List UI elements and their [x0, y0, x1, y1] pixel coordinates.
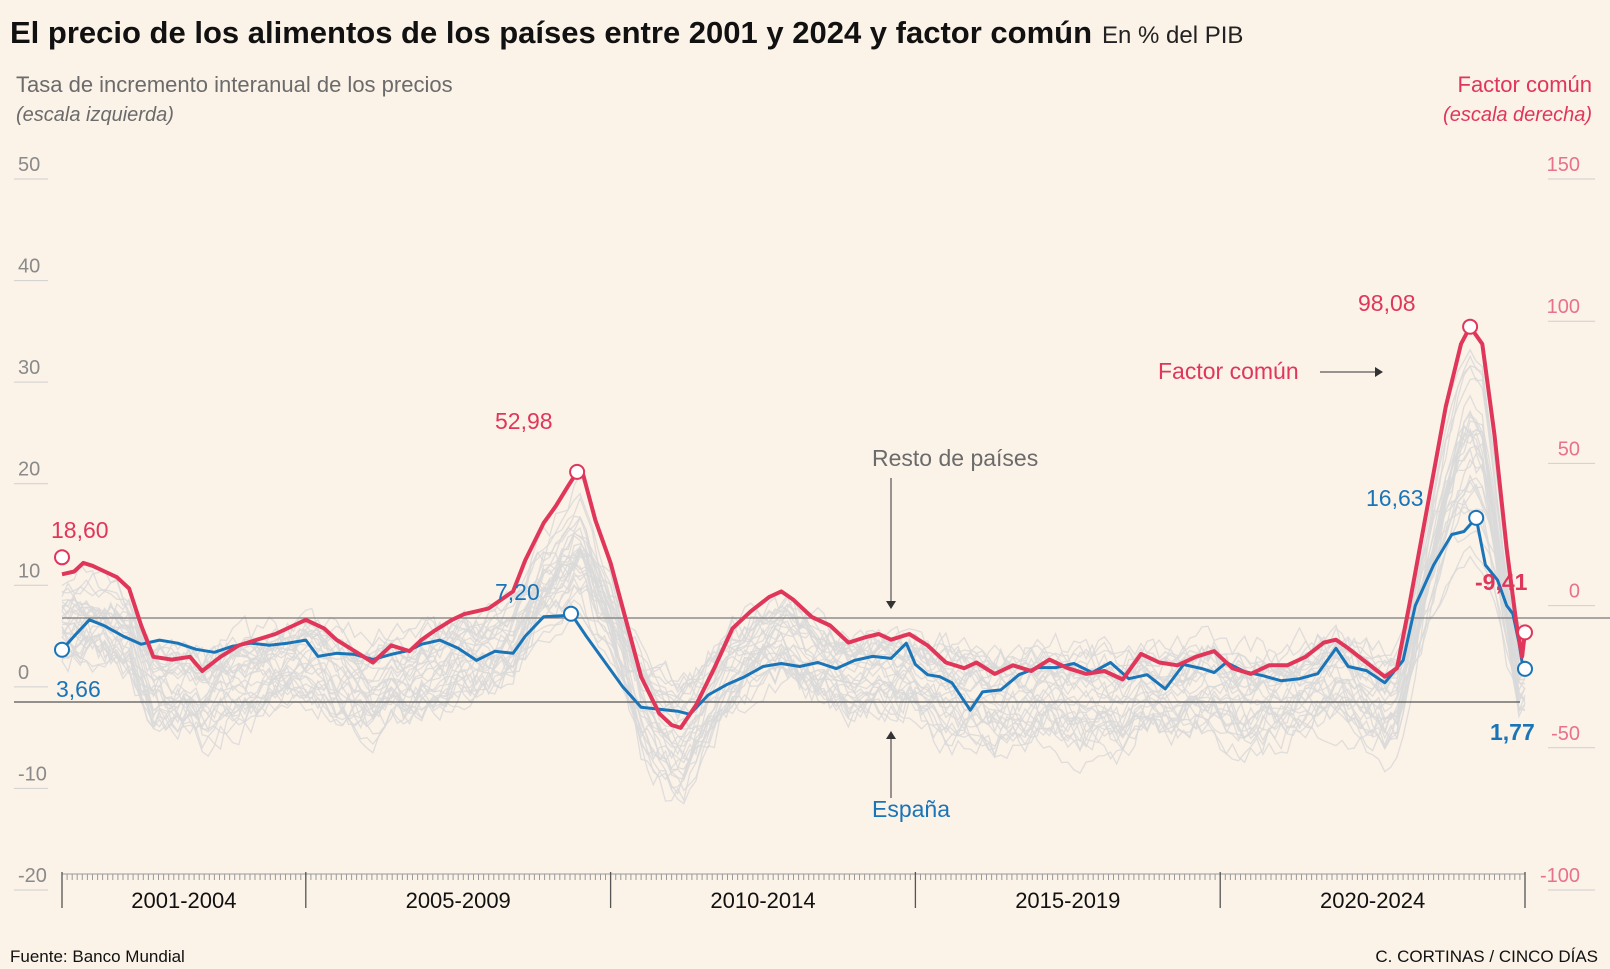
- label-red-start: 18,60: [51, 517, 109, 543]
- x-axis: 2001-2004 2005-2009 2010-2014 2015-2019 2020…: [61, 872, 1526, 913]
- right-tick-label: 150: [1547, 154, 1580, 176]
- resto-series-line: [61, 477, 1526, 704]
- chart-title: El precio de los alimentos de los países…: [10, 15, 1092, 50]
- left-axis-note: (escala izquierda): [16, 104, 174, 126]
- right-axis: 150 100 50 0 -50 -100: [1540, 154, 1595, 891]
- source-note: Fuente: Banco Mundial: [10, 947, 185, 966]
- annotation-factor-comun: Factor común: [1158, 358, 1299, 384]
- label-blue-end: 1,77: [1490, 719, 1535, 745]
- right-tick-label: -50: [1551, 723, 1580, 745]
- left-tick-label: -10: [18, 763, 47, 785]
- resto-series-line: [61, 365, 1526, 780]
- x-period-label: 2020-2024: [1320, 888, 1425, 913]
- credit-note: C. CORTINAS / CINCO DÍAS: [1375, 947, 1598, 966]
- resto-series-line: [61, 505, 1526, 695]
- resto-series-line: [61, 420, 1526, 802]
- right-tick-label: 50: [1558, 438, 1580, 460]
- resto-series-line: [61, 428, 1526, 765]
- left-tick-label: 0: [18, 662, 29, 684]
- resto-series-line: [61, 365, 1526, 795]
- label-blue-start: 3,66: [56, 676, 101, 702]
- left-tick-label: 50: [18, 154, 40, 176]
- label-red-end: -9,41: [1475, 569, 1528, 595]
- left-tick-label: 10: [18, 560, 40, 582]
- left-axis: 50 40 30 20 10 0 -10 -20: [14, 154, 48, 891]
- marker-blue-end: [1517, 660, 1533, 677]
- left-tick-label: 30: [18, 357, 40, 379]
- marker-blue-2008: [563, 605, 579, 622]
- left-tick-label: -20: [18, 865, 47, 887]
- label-blue-peak: 16,63: [1366, 485, 1424, 511]
- resto-series-line: [61, 451, 1526, 699]
- resto-series-line: [61, 354, 1526, 746]
- resto-series-line: [61, 424, 1526, 760]
- label-red-2008: 52,98: [495, 408, 553, 434]
- right-tick-label: -100: [1540, 865, 1580, 887]
- left-tick-label: 40: [18, 256, 40, 278]
- series-line-espana: [60, 516, 1527, 716]
- resto-series-line: [61, 479, 1526, 685]
- left-tick-label: 20: [18, 459, 40, 481]
- annotation-resto-paises: Resto de países: [872, 445, 1038, 471]
- right-axis-title: Factor común: [1458, 72, 1593, 97]
- resto-series-lines: [61, 348, 1526, 805]
- marker-blue-start: [54, 641, 70, 658]
- annotation-resto-arrowhead: [886, 601, 896, 609]
- resto-series-line: [61, 377, 1526, 756]
- x-period-label: 2005-2009: [406, 888, 511, 913]
- resto-series-line: [61, 555, 1526, 730]
- x-period-label: 2010-2014: [710, 888, 815, 913]
- resto-series-line: [61, 425, 1526, 743]
- label-red-peak: 98,08: [1358, 290, 1416, 316]
- right-axis-note: (escala derecha): [1443, 104, 1592, 126]
- resto-series-line: [61, 474, 1526, 738]
- x-period-label: 2001-2004: [131, 888, 236, 913]
- marker-red-peak: [1462, 318, 1479, 335]
- marker-red-start: [54, 549, 70, 566]
- marker-red-end: [1517, 624, 1533, 641]
- chart-subtitle: En % del PIB: [1102, 22, 1243, 49]
- right-tick-label: 0: [1569, 581, 1580, 603]
- marker-blue-peak: [1468, 509, 1485, 526]
- marker-red-2008: [569, 463, 586, 480]
- x-period-label: 2015-2019: [1015, 888, 1120, 913]
- series-line-factor-comun: [61, 324, 1527, 730]
- resto-series-line: [61, 413, 1526, 792]
- left-axis-title: Tasa de incremento interanual de los pre…: [16, 72, 453, 97]
- annotation-factor-comun-arrowhead: [1375, 367, 1383, 377]
- label-blue-2008: 7,20: [495, 579, 540, 605]
- right-tick-label: 100: [1547, 296, 1580, 318]
- annotation-espana: España: [872, 796, 950, 822]
- annotation-espana-arrowhead: [886, 731, 896, 739]
